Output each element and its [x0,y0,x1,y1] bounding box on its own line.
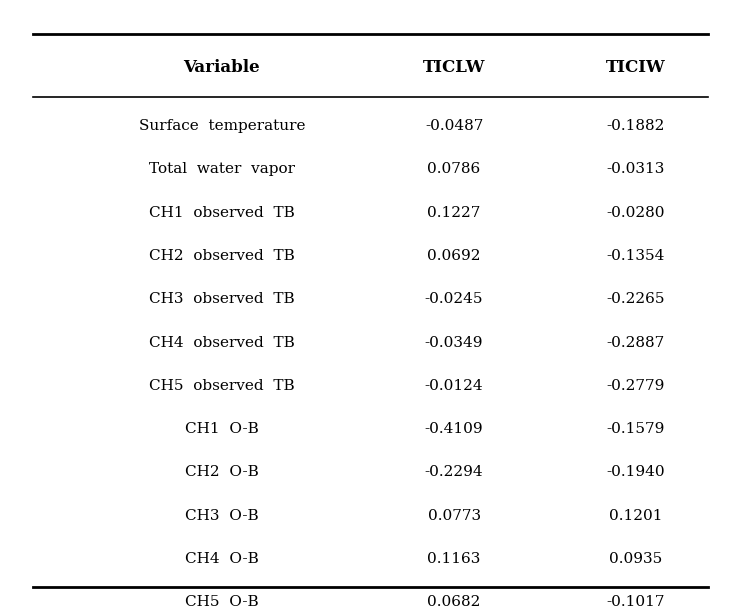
Text: CH5  observed  TB: CH5 observed TB [149,379,294,393]
Text: -0.2265: -0.2265 [606,292,665,306]
Text: -0.2887: -0.2887 [606,335,664,349]
Text: CH2  O-B: CH2 O-B [185,465,259,480]
Text: -0.1017: -0.1017 [606,595,665,609]
Text: -0.1882: -0.1882 [606,119,665,133]
Text: Variable: Variable [184,59,260,76]
Text: -0.0349: -0.0349 [425,335,483,349]
Text: 0.1201: 0.1201 [608,508,662,523]
Text: -0.2294: -0.2294 [425,465,484,480]
Text: -0.1940: -0.1940 [606,465,665,480]
Text: 0.0692: 0.0692 [427,249,481,263]
Text: -0.0280: -0.0280 [606,206,665,220]
Text: -0.4109: -0.4109 [425,422,484,436]
Text: 0.1163: 0.1163 [427,552,481,566]
Text: -0.1579: -0.1579 [606,422,665,436]
Text: -0.2779: -0.2779 [606,379,665,393]
Text: CH1  observed  TB: CH1 observed TB [149,206,295,220]
Text: 0.0786: 0.0786 [427,163,481,176]
Text: CH3  observed  TB: CH3 observed TB [149,292,294,306]
Text: -0.0124: -0.0124 [425,379,484,393]
Text: CH2  observed  TB: CH2 observed TB [149,249,295,263]
Text: Total  water  vapor: Total water vapor [149,163,295,176]
Text: Surface  temperature: Surface temperature [139,119,305,133]
Text: TICLW: TICLW [423,59,485,76]
Text: -0.1354: -0.1354 [606,249,665,263]
Text: TICIW: TICIW [606,59,666,76]
Text: -0.0313: -0.0313 [606,163,665,176]
Text: CH4  observed  TB: CH4 observed TB [149,335,295,349]
Text: 0.0935: 0.0935 [609,552,662,566]
Text: -0.0245: -0.0245 [425,292,483,306]
Text: 0.0682: 0.0682 [427,595,481,609]
Text: CH4  O-B: CH4 O-B [185,552,259,566]
Text: -0.0487: -0.0487 [425,119,483,133]
Text: 0.1227: 0.1227 [427,206,481,220]
Text: CH1  O-B: CH1 O-B [185,422,259,436]
Text: 0.0773: 0.0773 [427,508,481,523]
Text: CH5  O-B: CH5 O-B [185,595,258,609]
Text: CH3  O-B: CH3 O-B [185,508,258,523]
